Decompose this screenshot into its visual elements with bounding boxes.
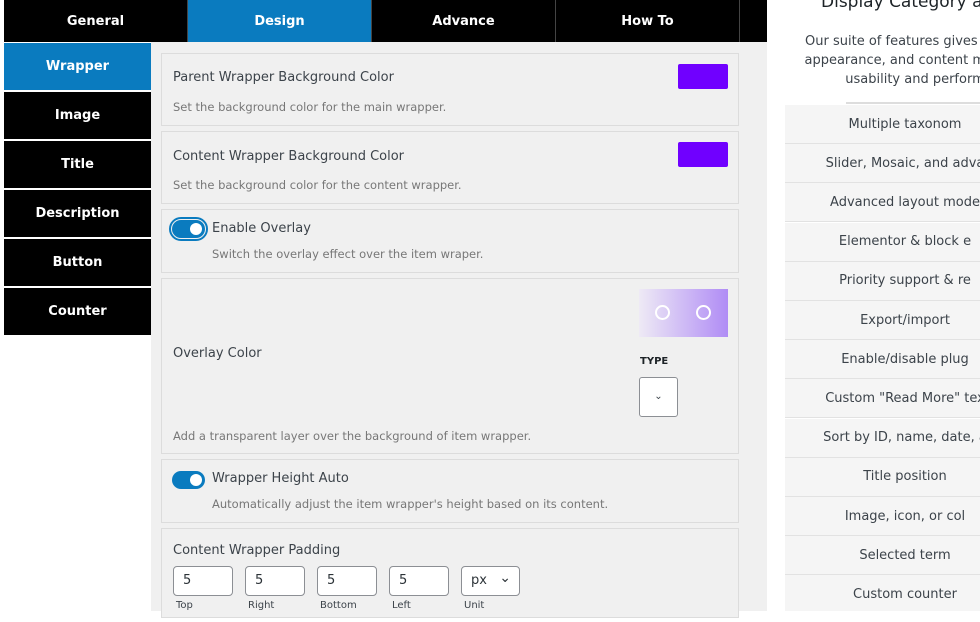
- promo-title: Display Category and: [821, 0, 980, 12]
- setting-label: Wrapper Height Auto: [212, 471, 349, 486]
- unit-label: Unit: [464, 600, 485, 611]
- color-handle[interactable]: [696, 305, 711, 320]
- overlay-setting: Enable Overlay Switch the overlay effect…: [161, 209, 739, 273]
- feature-row: Custom "Read More" tex: [785, 379, 980, 419]
- padding-right-input[interactable]: 5: [245, 566, 305, 596]
- left-label: Left: [392, 600, 411, 611]
- feature-row: Elementor & block e: [785, 222, 980, 262]
- setting-label: Parent Wrapper Background Color: [173, 70, 394, 85]
- type-select[interactable]: ⌄: [639, 377, 678, 417]
- feature-row: Priority support & re: [785, 261, 980, 301]
- overlay-color-setting: Overlay Color TYPE ⌄ Add a transparent l…: [161, 278, 739, 454]
- overlay-color-picker[interactable]: [639, 289, 728, 337]
- setting-label: Overlay Color: [173, 346, 262, 361]
- tab-advance[interactable]: Advance: [372, 0, 556, 42]
- unit-value: px: [471, 573, 487, 588]
- feature-row: Custom counter: [785, 575, 980, 611]
- setting-desc: Add a transparent layer over the backgro…: [173, 429, 532, 443]
- feature-row: Sort by ID, name, date, a: [785, 418, 980, 458]
- feature-row: Advanced layout mode: [785, 183, 980, 223]
- type-label: TYPE: [640, 356, 669, 367]
- setting-label: Content Wrapper Background Color: [173, 149, 405, 164]
- sidebar-item-counter[interactable]: Counter: [4, 288, 151, 335]
- right-label: Right: [248, 600, 275, 611]
- top-label: Top: [176, 600, 193, 611]
- feature-row: Enable/disable plug: [785, 340, 980, 380]
- feature-row: Export/import: [785, 301, 980, 340]
- chevron-down-icon: ⌄: [654, 391, 663, 402]
- padding-top-input[interactable]: 5: [173, 566, 233, 596]
- feature-row: Multiple taxonom: [785, 105, 980, 144]
- sidebar-item-description[interactable]: Description: [4, 190, 151, 237]
- setting-desc: Set the background color for the main wr…: [173, 100, 447, 114]
- chevron-down-icon: ⌄: [499, 570, 511, 586]
- parent-bg-setting: Parent Wrapper Background Color Set the …: [161, 53, 739, 126]
- sidebar: Wrapper Image Title Description Button C…: [4, 43, 151, 337]
- sidebar-item-title[interactable]: Title: [4, 141, 151, 188]
- height-auto-setting: Wrapper Height Auto Automatically adjust…: [161, 459, 739, 523]
- setting-desc: Automatically adjust the item wrapper's …: [212, 497, 609, 511]
- padding-bottom-input[interactable]: 5: [317, 566, 377, 596]
- content-bg-color-swatch[interactable]: [678, 142, 728, 167]
- padding-unit-select[interactable]: px ⌄: [461, 566, 520, 596]
- wrapper-height-auto-toggle[interactable]: [172, 471, 205, 489]
- tab-general[interactable]: General: [4, 0, 188, 42]
- setting-label: Enable Overlay: [212, 221, 311, 236]
- tab-design[interactable]: Design: [188, 0, 372, 42]
- divider: [846, 102, 980, 104]
- bottom-label: Bottom: [320, 600, 357, 611]
- promo-line: Our suite of features gives you co: [805, 34, 980, 49]
- feature-row: Slider, Mosaic, and adva: [785, 144, 980, 184]
- feature-row: Title position: [785, 457, 980, 497]
- promo-text: Our suite of features gives you co appea…: [785, 32, 980, 89]
- promo-line: usability and perform: [845, 72, 980, 87]
- padding-setting: Content Wrapper Padding 5 5 5 5 px ⌄ Top …: [161, 528, 739, 618]
- setting-desc: Set the background color for the content…: [173, 178, 462, 192]
- top-tabs: General Design Advance How To: [4, 0, 767, 42]
- setting-label: Content Wrapper Padding: [173, 543, 341, 558]
- promo-panel: Display Category and Our suite of featur…: [767, 0, 980, 611]
- sidebar-item-image[interactable]: Image: [4, 92, 151, 139]
- feature-row: Selected term: [785, 536, 980, 576]
- enable-overlay-toggle[interactable]: [169, 217, 208, 241]
- color-handle[interactable]: [655, 305, 670, 320]
- setting-desc: Switch the overlay effect over the item …: [212, 247, 484, 261]
- content-bg-setting: Content Wrapper Background Color Set the…: [161, 131, 739, 204]
- promo-line: appearance, and content manage: [804, 53, 980, 68]
- settings-panel: Parent Wrapper Background Color Set the …: [151, 42, 767, 618]
- feature-row: Image, icon, or col: [785, 497, 980, 536]
- parent-bg-color-swatch[interactable]: [678, 64, 728, 89]
- padding-left-input[interactable]: 5: [389, 566, 449, 596]
- sidebar-item-button[interactable]: Button: [4, 239, 151, 286]
- sidebar-item-wrapper[interactable]: Wrapper: [4, 43, 151, 90]
- tab-how-to[interactable]: How To: [556, 0, 740, 42]
